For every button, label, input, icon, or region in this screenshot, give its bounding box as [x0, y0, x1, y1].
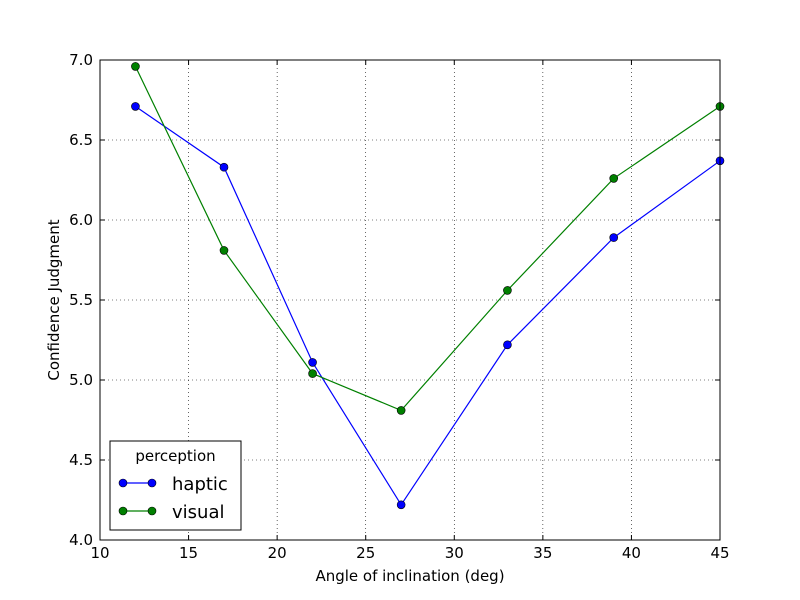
y-tick-label: 7.0 [69, 51, 93, 69]
series-layer [131, 62, 725, 510]
data-point-haptic [219, 162, 229, 172]
y-tick-label: 6.5 [69, 131, 93, 149]
y-tick-label: 5.0 [69, 371, 93, 389]
x-tick-label: 40 [622, 544, 641, 562]
data-point-haptic [396, 500, 406, 510]
y-axis-label: Confidence Judgment [45, 219, 63, 380]
data-point-visual [219, 246, 229, 255]
legend-marker-haptic [147, 478, 157, 488]
x-axis-label: Angle of inclination (deg) [315, 567, 504, 585]
data-point-visual [396, 406, 406, 415]
x-tick-label: 15 [179, 544, 198, 562]
x-tick-label: 35 [533, 544, 552, 562]
data-point-visual [503, 286, 512, 295]
ticks: 10 15 20 25 30 35 40 45 4.0 4.5 5.0 5.5 6.0 6.5 7.0 [69, 51, 729, 562]
data-point-haptic [131, 102, 140, 111]
legend-marker-visual [147, 506, 157, 516]
legend-title: perception [135, 447, 215, 465]
data-point-visual [308, 369, 317, 378]
y-tick-label: 4.0 [69, 531, 93, 549]
legend-box [109, 440, 242, 531]
legend-label-visual: visual [172, 502, 224, 523]
data-point-haptic [609, 233, 619, 242]
legend-marker-visual [118, 506, 128, 516]
legend-marker-haptic [118, 478, 128, 488]
legend-label-haptic: haptic [172, 474, 228, 495]
x-tick-label: 10 [90, 544, 109, 562]
x-tick-label: 20 [268, 544, 287, 562]
data-point-haptic [308, 358, 317, 367]
y-tick-label: 4.5 [69, 451, 93, 469]
y-tick-label: 5.5 [69, 291, 93, 309]
legend: perception haptic visual [109, 440, 242, 531]
x-tick-label: 30 [445, 544, 464, 562]
data-point-haptic [503, 340, 512, 350]
data-point-visual [131, 62, 140, 71]
y-tick-label: 6.0 [69, 211, 93, 229]
x-tick-label: 45 [710, 544, 729, 562]
x-tick-label: 25 [356, 544, 375, 562]
data-point-visual [609, 174, 619, 183]
